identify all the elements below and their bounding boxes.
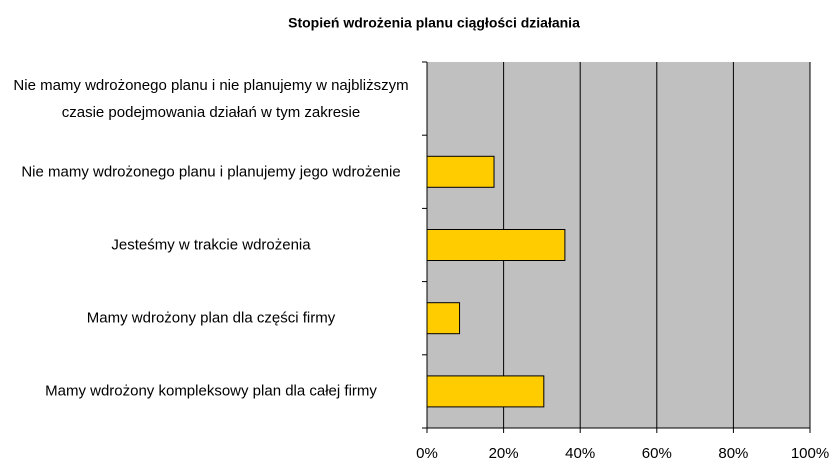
x-tick-label: 20% — [489, 445, 519, 462]
y-tick-label: Mamy wdrożony kompleksowy plan dla całej… — [45, 382, 377, 400]
chart-title: Stopień wdrożenia planu ciągłości działa… — [288, 15, 580, 31]
x-tick-label: 80% — [718, 445, 748, 462]
bar — [426, 302, 461, 335]
y-tick-label: Nie mamy wdrożonego planu i planujemy je… — [21, 163, 401, 181]
bar — [426, 375, 545, 408]
x-tick-label: 60% — [642, 445, 672, 462]
bar — [426, 155, 495, 188]
y-tick-label: Mamy wdrożony plan dla części firmy — [86, 309, 336, 327]
x-tick-label: 0% — [416, 445, 438, 462]
x-tick-label: 100% — [791, 445, 829, 462]
bar — [426, 229, 566, 261]
x-tick-label: 40% — [565, 445, 595, 462]
y-tick-label: Jesteśmy w trakcie wdrożenia — [111, 236, 311, 254]
y-tick-label: Nie mamy wdrożonego planu i nie planujem… — [13, 76, 409, 121]
